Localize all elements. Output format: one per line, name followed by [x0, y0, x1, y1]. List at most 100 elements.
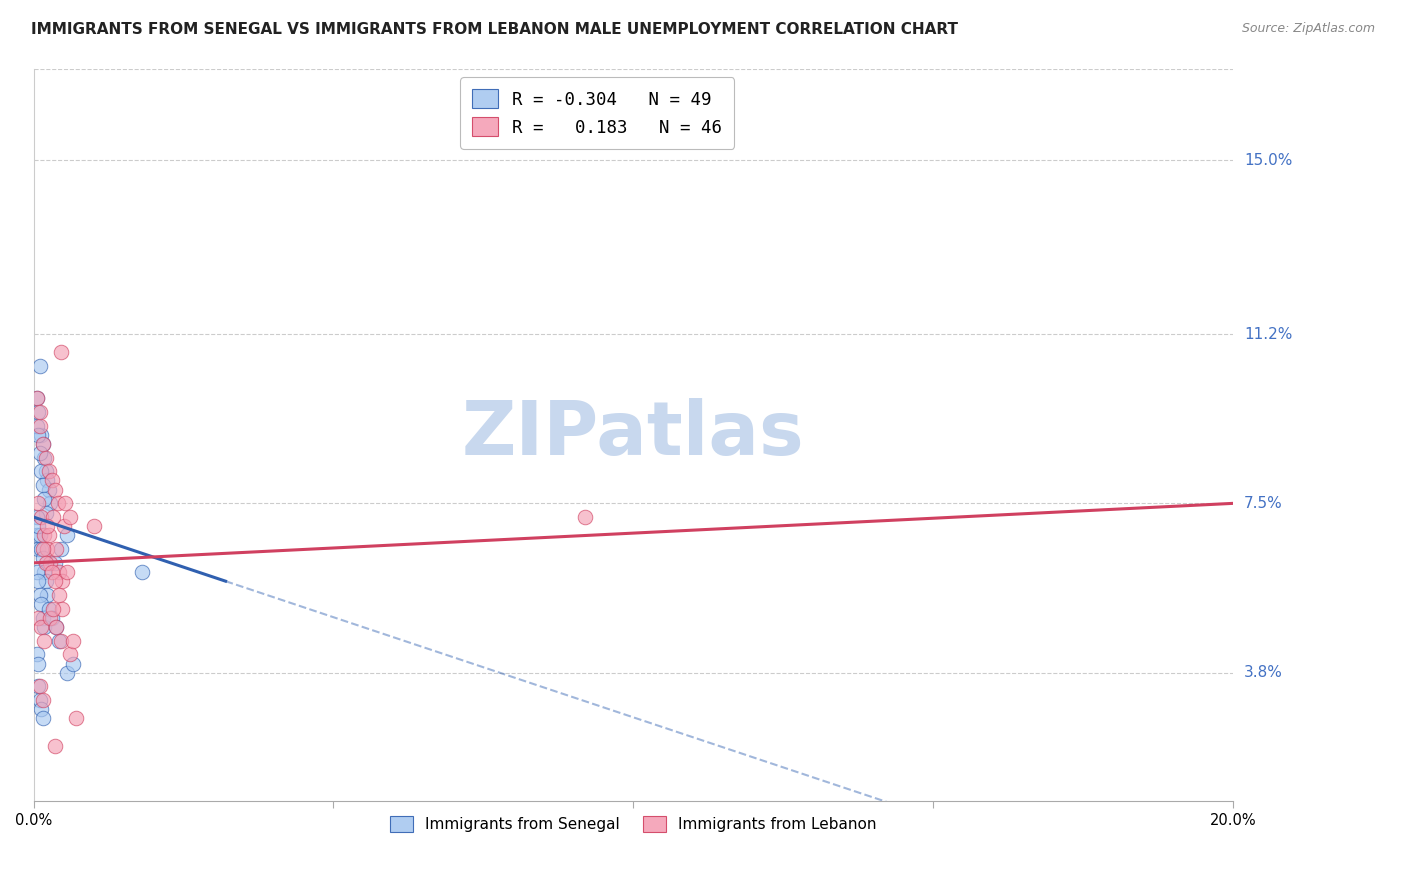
Point [31, 437, 53, 451]
Point [28, 359, 51, 373]
Point [39, 611, 62, 625]
Point [31, 551, 53, 566]
Point [27, 427, 49, 442]
Point [34, 574, 56, 589]
Point [48, 633, 70, 648]
Point [45, 620, 67, 634]
Point [28, 680, 51, 694]
Text: 3.8%: 3.8% [1244, 665, 1284, 681]
Point [45, 620, 67, 634]
Point [34, 464, 56, 478]
Point [44, 574, 66, 589]
Point [574, 510, 596, 524]
Point [45, 542, 67, 557]
Point [27, 611, 49, 625]
Point [59, 510, 82, 524]
Point [42, 510, 65, 524]
Point [28, 446, 51, 460]
Point [42, 601, 65, 615]
Point [34, 450, 56, 465]
Point [48, 565, 70, 579]
Point [41, 565, 63, 579]
Point [35, 474, 58, 488]
Point [30, 702, 52, 716]
Text: 7.5%: 7.5% [1244, 496, 1282, 511]
Point [38, 483, 60, 497]
Point [28, 528, 51, 542]
Point [65, 711, 87, 725]
Point [31, 478, 53, 492]
Point [35, 542, 58, 557]
Point [41, 474, 63, 488]
Point [25, 648, 48, 662]
Point [28, 418, 51, 433]
Point [25, 565, 48, 579]
Point [35, 519, 58, 533]
Point [34, 620, 56, 634]
Point [34, 556, 56, 570]
Point [25, 391, 48, 405]
Point [34, 633, 56, 648]
Point [31, 693, 53, 707]
Point [83, 519, 105, 533]
Point [38, 464, 60, 478]
Point [30, 542, 52, 557]
Point [34, 528, 56, 542]
Point [59, 648, 82, 662]
Point [44, 556, 66, 570]
Point [38, 601, 60, 615]
Point [30, 510, 52, 524]
Point [51, 601, 73, 615]
Point [38, 528, 60, 542]
Text: 15.0%: 15.0% [1244, 153, 1292, 168]
Point [62, 633, 84, 648]
Point [25, 510, 48, 524]
Text: ZIPatlas: ZIPatlas [463, 398, 804, 471]
Point [31, 437, 53, 451]
Point [39, 496, 62, 510]
Point [34, 565, 56, 579]
Point [28, 588, 51, 602]
Point [52, 519, 75, 533]
Point [44, 483, 66, 497]
Text: 11.2%: 11.2% [1244, 326, 1292, 342]
Point [55, 665, 77, 680]
Point [27, 405, 49, 419]
Point [25, 528, 48, 542]
Point [41, 611, 63, 625]
Point [25, 391, 48, 405]
Point [39, 556, 62, 570]
Point [30, 620, 52, 634]
Text: Source: ZipAtlas.com: Source: ZipAtlas.com [1241, 22, 1375, 36]
Point [44, 739, 66, 753]
Point [51, 574, 73, 589]
Point [46, 496, 69, 510]
Text: IMMIGRANTS FROM SENEGAL VS IMMIGRANTS FROM LEBANON MALE UNEMPLOYMENT CORRELATION: IMMIGRANTS FROM SENEGAL VS IMMIGRANTS FR… [31, 22, 957, 37]
Point [27, 496, 49, 510]
Point [35, 588, 58, 602]
Point [27, 574, 49, 589]
Point [27, 680, 49, 694]
Point [48, 588, 70, 602]
Point [30, 464, 52, 478]
Point [55, 528, 77, 542]
Legend: Immigrants from Senegal, Immigrants from Lebanon: Immigrants from Senegal, Immigrants from… [378, 804, 889, 845]
Point [31, 611, 53, 625]
Point [34, 506, 56, 520]
Point [49, 633, 72, 648]
Point [28, 693, 51, 707]
Point [49, 542, 72, 557]
Point [27, 519, 49, 533]
Point [131, 565, 153, 579]
Point [27, 657, 49, 671]
Point [30, 427, 52, 442]
Point [34, 450, 56, 465]
Point [28, 405, 51, 419]
Point [25, 418, 48, 433]
Point [55, 565, 77, 579]
Point [62, 657, 84, 671]
Point [49, 345, 72, 359]
Point [30, 597, 52, 611]
Point [31, 711, 53, 725]
Point [31, 542, 53, 557]
